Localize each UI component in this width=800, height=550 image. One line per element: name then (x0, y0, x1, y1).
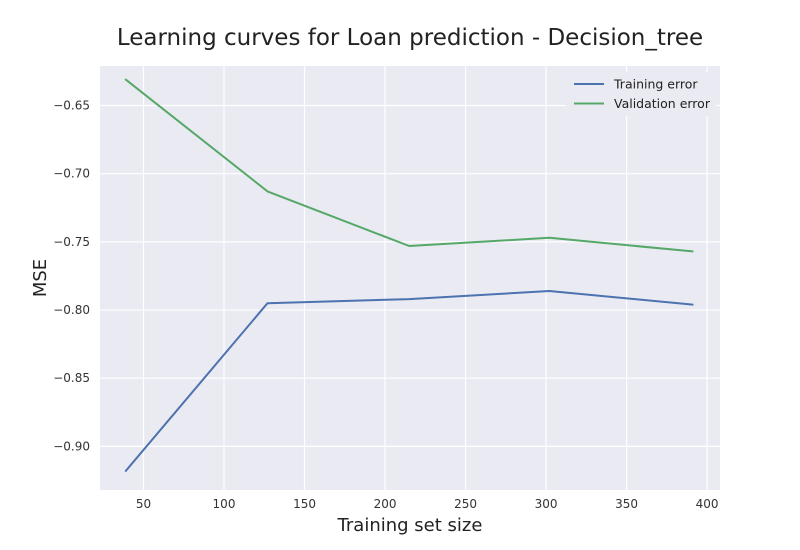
x-tick-label: 200 (374, 497, 397, 511)
x-tick-label: 400 (696, 497, 719, 511)
x-axis-label: Training set size (337, 515, 483, 536)
x-tick-label: 300 (535, 497, 558, 511)
legend-box (566, 72, 716, 116)
x-tick-label: 350 (615, 497, 638, 511)
legend-label: Training error (613, 77, 698, 92)
grid (100, 66, 720, 490)
plot-area (100, 66, 720, 490)
y-tick-label: −0.85 (53, 371, 90, 385)
y-tick-label: −0.65 (53, 99, 90, 113)
y-tick-label: −0.90 (53, 439, 90, 453)
y-tick-label: −0.75 (53, 235, 90, 249)
series-line-validation-error (124, 78, 694, 253)
series-lines (124, 78, 694, 472)
y-tick-label: −0.80 (53, 303, 90, 317)
y-tick-label: −0.70 (53, 167, 90, 181)
chart-title: Learning curves for Loan prediction - De… (117, 25, 703, 51)
legend-label: Validation error (614, 96, 711, 111)
x-tick-label: 100 (213, 497, 236, 511)
legend: Training error Validation error (566, 72, 716, 116)
series-line-training-error (124, 290, 694, 472)
x-tick-label: 250 (454, 497, 477, 511)
x-tick-label: 150 (293, 497, 316, 511)
y-axis-label: MSE (30, 259, 51, 297)
y-tick-labels: −0.90 −0.85 −0.80 −0.75 −0.70 −0.65 (53, 99, 90, 454)
x-tick-label: 50 (136, 497, 151, 511)
x-tick-labels: 50 100 150 200 250 300 350 400 (136, 497, 719, 511)
